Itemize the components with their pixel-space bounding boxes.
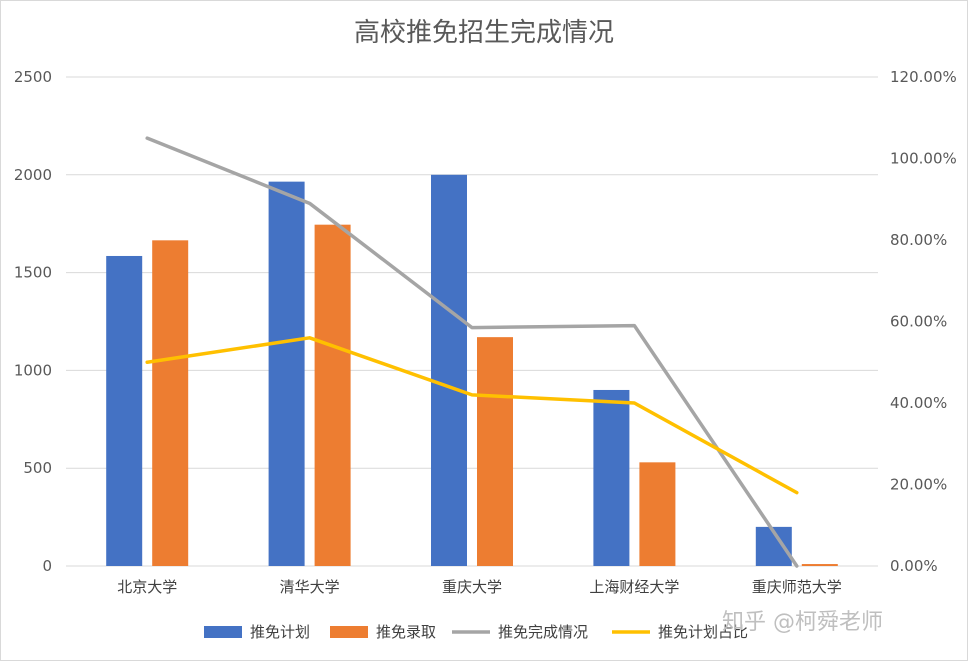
legend-swatch (330, 626, 368, 638)
bar (593, 389, 630, 566)
chart-title: 高校推免招生完成情况 (353, 18, 614, 48)
legend-label: 推免录取 (376, 623, 436, 641)
bar (431, 174, 467, 567)
legend-label: 推免计划 (250, 623, 310, 641)
y-tick-label: 2000 (14, 166, 52, 184)
legend-label: 推免完成情况 (498, 623, 588, 641)
watermark: 知乎 @柯舜老师 (722, 610, 883, 635)
bar (477, 337, 513, 566)
y2-tick-label: 0.00% (890, 557, 938, 575)
x-tick-label: 清华大学 (280, 578, 340, 596)
series-line (145, 136, 799, 568)
y-tick-label: 0 (42, 557, 52, 575)
x-tick-label: 重庆师范大学 (752, 578, 842, 596)
y-tick-label: 1000 (14, 361, 52, 379)
legend-label: 推免计划占比 (658, 623, 748, 641)
bar (268, 181, 305, 566)
bar (639, 462, 676, 566)
y-tick-label: 500 (23, 459, 52, 477)
legend-swatch (204, 626, 242, 638)
bar (314, 224, 351, 567)
x-tick-label: 上海财经大学 (589, 578, 679, 596)
x-tick-label: 北京大学 (117, 578, 177, 596)
y2-tick-label: 40.00% (890, 394, 947, 412)
bar (801, 564, 838, 566)
x-tick-label: 重庆大学 (442, 578, 502, 596)
bar (152, 240, 189, 567)
y-tick-label: 2500 (14, 68, 52, 86)
series-line (145, 336, 799, 495)
y2-tick-label: 100.00% (890, 150, 957, 168)
y-tick-label: 1500 (14, 264, 52, 282)
y2-tick-label: 120.00% (890, 68, 957, 86)
bar (106, 255, 143, 566)
y2-tick-label: 20.00% (890, 476, 947, 494)
y2-tick-label: 80.00% (890, 231, 947, 249)
y2-tick-label: 60.00% (890, 313, 947, 331)
